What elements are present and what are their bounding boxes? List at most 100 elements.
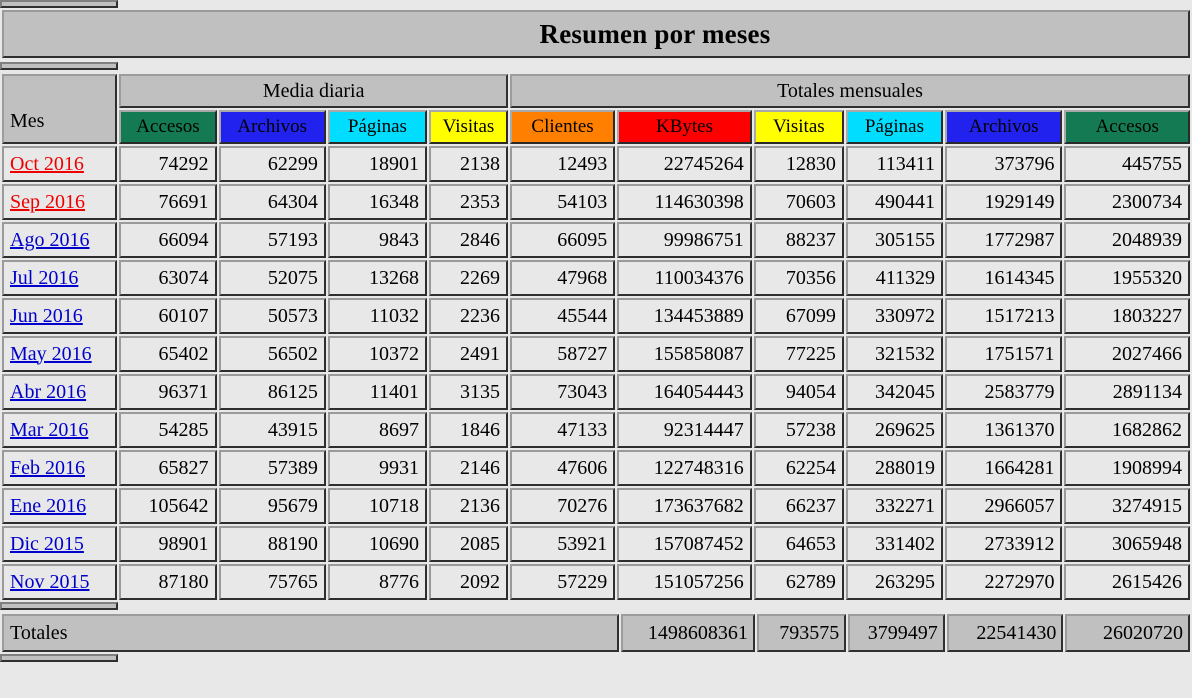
- cell-files: 2966057: [945, 488, 1063, 524]
- table-row: Mar 2016 54285 43915 8697 1846 47133 92314447 5…: [2, 412, 1190, 448]
- column-header-avg-visits: Visitas: [429, 110, 508, 144]
- cell-kbytes: 173637682: [617, 488, 752, 524]
- cell-files: 1614345: [945, 260, 1063, 296]
- cell-files: 2583779: [945, 374, 1063, 410]
- cell-visits: 70603: [753, 184, 844, 220]
- totals-visits: 793575: [756, 614, 847, 652]
- cell-avg-hits: 54285: [119, 412, 217, 448]
- cell-avg-pages: 10372: [327, 336, 427, 372]
- cell-clients: 47133: [509, 412, 616, 448]
- cell-visits: 94054: [753, 374, 844, 410]
- month-link[interactable]: Nov 2015: [10, 570, 90, 593]
- month-link[interactable]: Mar 2016: [10, 418, 89, 441]
- cell-avg-visits: 2353: [429, 184, 508, 220]
- cell-hits: 2891134: [1064, 374, 1190, 410]
- cell-hits: 2048939: [1064, 222, 1190, 258]
- cell-clients: 66095: [509, 222, 616, 258]
- header-spacer-rule: [0, 62, 1192, 72]
- cell-pages: 411329: [845, 260, 944, 296]
- cell-hits: 1682862: [1064, 412, 1190, 448]
- totals-pages: 3799497: [848, 614, 945, 652]
- cell-visits: 62789: [753, 564, 844, 600]
- month-link[interactable]: Jul 2016: [10, 266, 79, 289]
- cell-clients: 54103: [509, 184, 616, 220]
- bottom-spacer-rule: [0, 654, 1192, 664]
- cell-clients: 12493: [509, 146, 616, 182]
- totals-files: 22541430: [946, 614, 1064, 652]
- page-title-bar: Resumen por meses: [2, 10, 1190, 58]
- cell-hits: 1803227: [1064, 298, 1190, 334]
- cell-hits: 2615426: [1064, 564, 1190, 600]
- column-header-avg-pages: Páginas: [327, 110, 427, 144]
- cell-pages: 305155: [845, 222, 944, 258]
- cell-avg-pages: 13268: [327, 260, 427, 296]
- cell-files: 1517213: [945, 298, 1063, 334]
- cell-clients: 45544: [509, 298, 616, 334]
- cell-hits: 3065948: [1064, 526, 1190, 562]
- cell-avg-files: 95679: [218, 488, 326, 524]
- cell-hits: 445755: [1064, 146, 1190, 182]
- month-link[interactable]: Ago 2016: [10, 228, 90, 251]
- cell-visits: 66237: [753, 488, 844, 524]
- cell-avg-visits: 2846: [429, 222, 508, 258]
- cell-pages: 331402: [845, 526, 944, 562]
- cell-avg-files: 86125: [218, 374, 326, 410]
- month-link[interactable]: Feb 2016: [10, 456, 85, 479]
- month-link[interactable]: Jun 2016: [10, 304, 83, 327]
- column-header-kbytes: KBytes: [617, 110, 752, 144]
- cell-avg-pages: 8697: [327, 412, 427, 448]
- table-row: Dic 2015 98901 88190 10690 2085 53921 15708745…: [2, 526, 1190, 562]
- month-cell: Nov 2015: [2, 564, 118, 600]
- cell-visits: 70356: [753, 260, 844, 296]
- cell-avg-pages: 16348: [327, 184, 427, 220]
- cell-pages: 288019: [845, 450, 944, 486]
- cell-visits: 12830: [753, 146, 844, 182]
- group-header-monthly-totals: Totales mensuales: [509, 74, 1190, 108]
- cell-visits: 88237: [753, 222, 844, 258]
- cell-pages: 490441: [845, 184, 944, 220]
- cell-avg-pages: 18901: [327, 146, 427, 182]
- table-row: Ene 2016 105642 95679 10718 2136 70276 1736376…: [2, 488, 1190, 524]
- table-row: Jun 2016 60107 50573 11032 2236 45544 13445388…: [2, 298, 1190, 334]
- month-link[interactable]: Abr 2016: [10, 380, 87, 403]
- column-header-clients: Clientes: [509, 110, 616, 144]
- cell-visits: 64653: [753, 526, 844, 562]
- month-link[interactable]: Oct 2016: [10, 152, 84, 175]
- monthly-summary-table: Mes Media diaria Totales mensuales Acces…: [0, 72, 1192, 602]
- cell-avg-hits: 96371: [119, 374, 217, 410]
- column-header-row: Accesos Archivos Páginas Visitas Cliente…: [2, 110, 1190, 144]
- cell-kbytes: 122748316: [617, 450, 752, 486]
- column-header-month: Mes: [2, 74, 118, 144]
- month-link[interactable]: Ene 2016: [10, 494, 87, 517]
- cell-clients: 58727: [509, 336, 616, 372]
- group-header-daily-average: Media diaria: [119, 74, 508, 108]
- month-link[interactable]: May 2016: [10, 342, 92, 365]
- cell-avg-files: 75765: [218, 564, 326, 600]
- cell-avg-pages: 11401: [327, 374, 427, 410]
- cell-pages: 263295: [845, 564, 944, 600]
- totals-row: Totales 1498608361 793575 3799497 225414…: [2, 614, 1190, 652]
- cell-avg-visits: 2136: [429, 488, 508, 524]
- table-row: Oct 2016 74292 62299 18901 2138 12493 22745264…: [2, 146, 1190, 182]
- cell-avg-hits: 87180: [119, 564, 217, 600]
- month-link[interactable]: Dic 2015: [10, 532, 84, 555]
- page-title: Resumen por meses: [539, 18, 771, 49]
- cell-visits: 57238: [753, 412, 844, 448]
- table-row: Feb 2016 65827 57389 9931 2146 47606 122748316…: [2, 450, 1190, 486]
- cell-visits: 62254: [753, 450, 844, 486]
- totals-spacer-rule: [0, 602, 1192, 612]
- cell-pages: 342045: [845, 374, 944, 410]
- month-cell: Feb 2016: [2, 450, 118, 486]
- cell-clients: 73043: [509, 374, 616, 410]
- column-header-visits: Visitas: [753, 110, 844, 144]
- cell-avg-files: 56502: [218, 336, 326, 372]
- cell-avg-files: 57193: [218, 222, 326, 258]
- cell-kbytes: 110034376: [617, 260, 752, 296]
- cell-avg-hits: 63074: [119, 260, 217, 296]
- cell-pages: 332271: [845, 488, 944, 524]
- table-row: May 2016 65402 56502 10372 2491 58727 15585808…: [2, 336, 1190, 372]
- month-link[interactable]: Sep 2016: [10, 190, 85, 213]
- cell-clients: 47606: [509, 450, 616, 486]
- cell-avg-files: 62299: [218, 146, 326, 182]
- column-header-avg-files: Archivos: [218, 110, 326, 144]
